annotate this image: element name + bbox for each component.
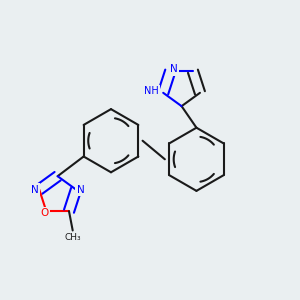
Text: NH: NH xyxy=(144,86,158,96)
Text: N: N xyxy=(31,184,39,194)
Text: N: N xyxy=(170,64,178,74)
Text: CH₃: CH₃ xyxy=(64,233,81,242)
Text: O: O xyxy=(40,208,49,218)
Text: N: N xyxy=(76,184,84,194)
